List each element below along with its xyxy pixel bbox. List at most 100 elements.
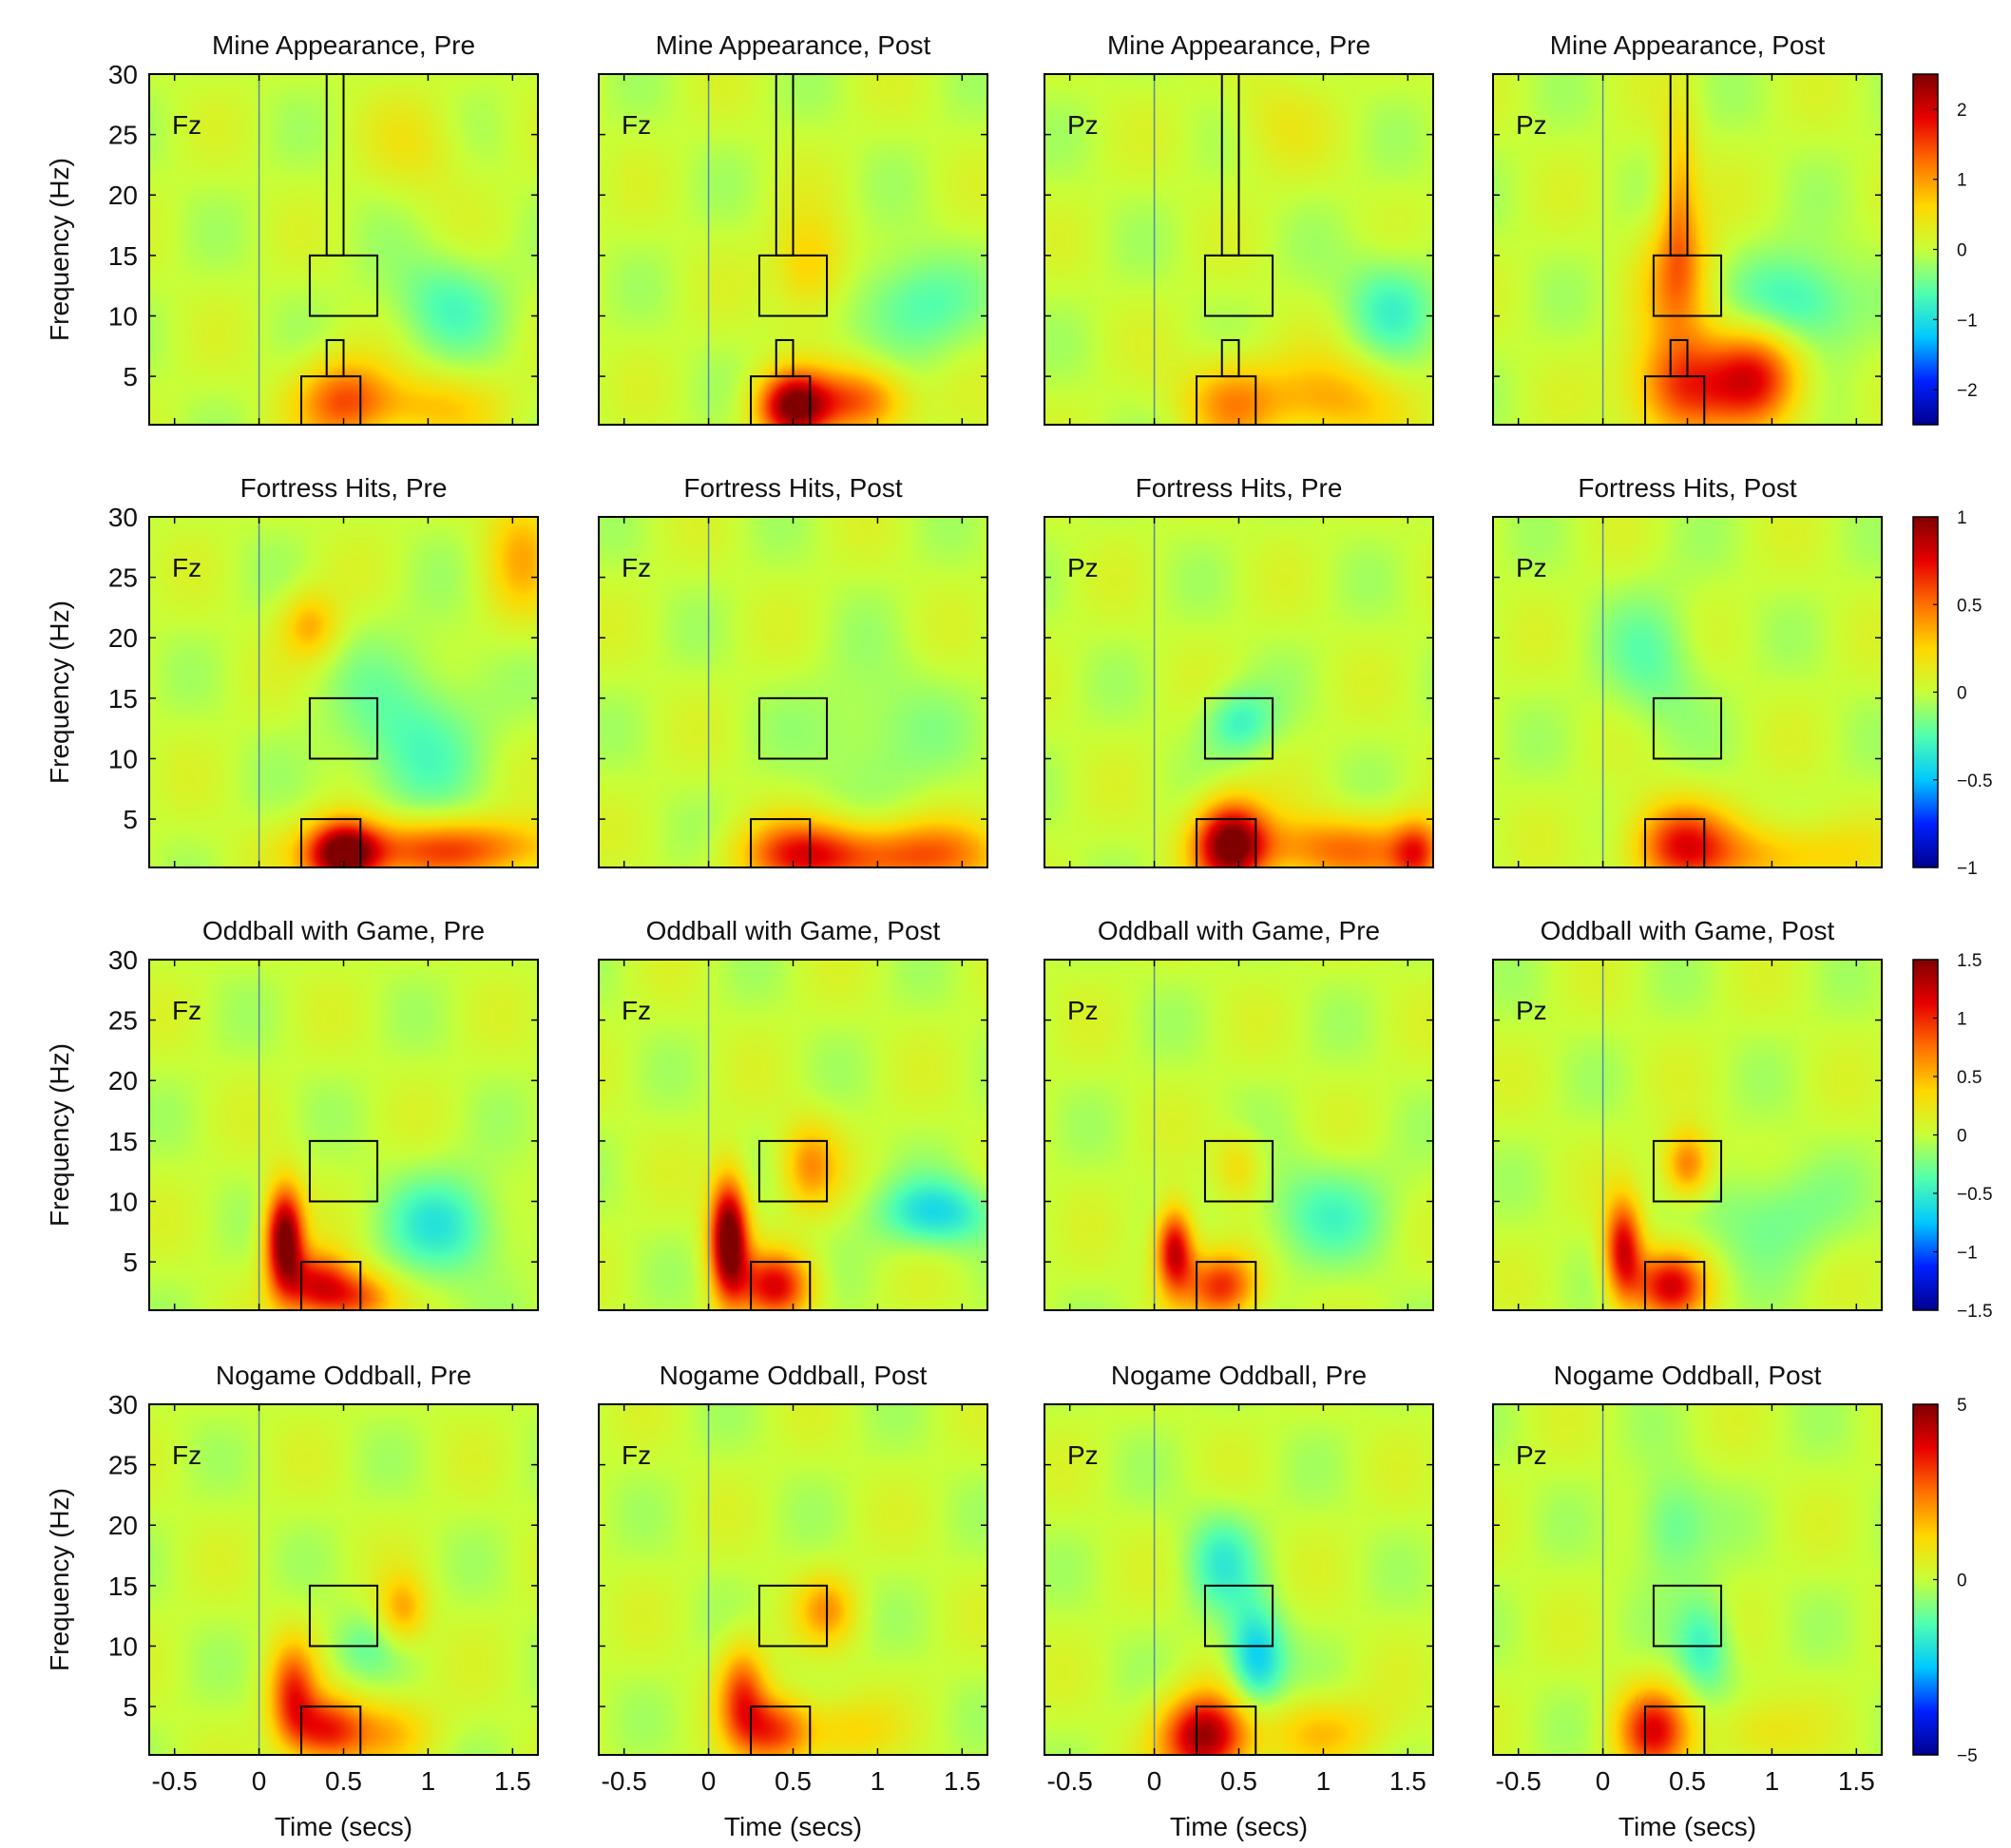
y-tick-label: 25 <box>108 1451 138 1480</box>
panel-2-2: Fortress Hits, Post Fz <box>598 473 988 868</box>
electrode-label: Pz <box>1516 996 1547 1025</box>
heatmap-image <box>1044 960 1433 1310</box>
y-tick-label: 15 <box>108 1572 138 1601</box>
x-tick-label: 0 <box>701 1766 717 1796</box>
panel-4-2: Nogame Oddball, Post Fz -0.5 0 0.5 1 1.5 Time (… <box>598 1361 988 1841</box>
colorbar-tick-label: −1 <box>1957 1244 1978 1264</box>
heatmap-image <box>149 1404 538 1755</box>
heatmap-image <box>599 960 987 1310</box>
analysis-window-box <box>1652 254 1723 317</box>
heatmap-image <box>149 960 538 1310</box>
panel-2-1: Fortress Hits, Pre Fz 5 10 15 20 25 30 Frequency… <box>45 473 539 868</box>
y-axis-label: Frequency (Hz) <box>45 1488 74 1671</box>
heatmap-image <box>1493 1404 1882 1755</box>
panel-3-2: Oddball with Game, Post Fz <box>598 916 988 1311</box>
panel-title: Oddball with Game, Pre <box>1098 916 1380 945</box>
analysis-window-box <box>308 254 379 317</box>
panel-title: Oddball with Game, Pre <box>202 916 485 945</box>
panel-title: Nogame Oddball, Post <box>1554 1361 1822 1390</box>
panel-2-4: Fortress Hits, Post Pz <box>1492 473 1883 868</box>
colorbar-tick-label: −1.5 <box>1957 1302 1993 1322</box>
x-tick-label: 0.5 <box>1669 1766 1706 1796</box>
panel-title: Oddball with Game, Post <box>646 916 941 945</box>
y-tick-label: 30 <box>108 1390 138 1419</box>
x-tick-label: 0.5 <box>325 1766 362 1796</box>
x-axis-label: Time (secs) <box>1618 1812 1756 1841</box>
x-tick-label: -0.5 <box>152 1766 198 1796</box>
colorbar-tick-label: 0 <box>1957 241 1967 261</box>
y-axis-label: Frequency (Hz) <box>45 600 74 784</box>
y-tick-label: 5 <box>123 1692 138 1722</box>
panel-title: Nogame Oddball, Post <box>660 1361 928 1390</box>
analysis-window-box <box>1652 696 1723 760</box>
colorbar-row-4: 5 0 −5 <box>1912 1396 1978 1766</box>
panel-1-4: Mine Appearance, Post Pz <box>1492 30 1883 426</box>
electrode-label: Fz <box>622 996 651 1025</box>
y-axis-label: Frequency (Hz) <box>45 1043 74 1227</box>
panel-title: Mine Appearance, Post <box>1550 30 1826 60</box>
analysis-window-box <box>757 1139 829 1203</box>
colorbar-tick-label: 5 <box>1957 1396 1967 1416</box>
colorbar-tick-label: −0.5 <box>1957 1185 1993 1205</box>
x-axis-label: Time (secs) <box>724 1812 862 1841</box>
panel-4-4: Nogame Oddball, Post Pz -0.5 0 0.5 1 1.5 Time (… <box>1492 1361 1883 1841</box>
x-tick-label: 1 <box>871 1766 886 1796</box>
analysis-window-box <box>308 696 379 760</box>
analysis-window-box <box>1644 375 1706 425</box>
analysis-window-box <box>1203 254 1274 317</box>
analysis-window-box <box>1196 375 1257 425</box>
x-tick-label: 0.5 <box>1220 1766 1257 1796</box>
y-tick-label: 20 <box>108 1511 138 1540</box>
y-tick-label: 10 <box>108 1187 138 1216</box>
y-tick-label: 10 <box>108 301 138 331</box>
colorbar-tick-label: −1 <box>1957 311 1978 331</box>
colorbar-tick-label: 1.5 <box>1957 951 1982 971</box>
heatmap-image <box>599 1404 987 1755</box>
panel-title: Mine Appearance, Pre <box>212 30 475 60</box>
colorbar-tick-label: 1 <box>1957 508 1967 528</box>
x-tick-label: -0.5 <box>602 1766 647 1796</box>
y-tick-label: 10 <box>108 744 138 773</box>
panel-title: Nogame Oddball, Pre <box>216 1361 471 1390</box>
x-tick-label: 1.5 <box>494 1766 531 1796</box>
y-tick-label: 25 <box>108 563 138 593</box>
electrode-label: Fz <box>622 110 651 140</box>
panel-title: Fortress Hits, Post <box>683 473 902 503</box>
analysis-window-box <box>757 254 829 317</box>
panel-title: Mine Appearance, Pre <box>1107 30 1370 60</box>
analysis-window-box <box>308 1584 379 1648</box>
x-tick-label: 0 <box>1596 1766 1611 1796</box>
analysis-window-box <box>1196 818 1257 867</box>
colorbar-tick-label: −1 <box>1957 859 1978 879</box>
x-tick-label: 0 <box>252 1766 267 1796</box>
y-tick-label: 15 <box>108 241 138 271</box>
heatmap-image <box>599 517 987 867</box>
x-tick-label: 0.5 <box>775 1766 812 1796</box>
electrode-label: Pz <box>1067 110 1099 140</box>
x-tick-label: 1.5 <box>1389 1766 1427 1796</box>
colorbar-tick-label: 0.5 <box>1957 1068 1982 1088</box>
electrode-label: Fz <box>622 1440 651 1470</box>
colorbar-tick-label: −0.5 <box>1957 772 1993 791</box>
y-tick-label: 5 <box>123 362 138 391</box>
analysis-window-box <box>1203 1139 1274 1203</box>
colorbar-row-2: 1 0.5 0 −0.5 −1 <box>1912 508 1993 879</box>
x-tick-label: 1 <box>1316 1766 1331 1796</box>
x-tick-label: 1 <box>1765 1766 1780 1796</box>
y-tick-label: 15 <box>108 1127 138 1156</box>
electrode-label: Pz <box>1516 553 1547 582</box>
panel-title: Fortress Hits, Pre <box>1136 473 1343 503</box>
analysis-window-box <box>1203 1584 1274 1648</box>
y-tick-label: 25 <box>108 121 138 150</box>
y-tick-label: 20 <box>108 181 138 210</box>
panel-1-1: Mine Appearance, Pre Fz 5 10 15 20 25 30 Frequen… <box>45 30 539 426</box>
colorbar-tick-label: 2 <box>1957 101 1967 121</box>
panel-title: Nogame Oddball, Pre <box>1111 1361 1367 1390</box>
colorbar-tick-label: −5 <box>1957 1746 1978 1766</box>
panel-1-3: Mine Appearance, Pre Pz <box>1044 30 1434 426</box>
analysis-window-box <box>750 375 812 425</box>
heatmap-image <box>1493 517 1882 867</box>
analysis-window-box <box>300 818 362 867</box>
y-tick-label: 30 <box>108 60 138 89</box>
electrode-label: Fz <box>172 996 201 1025</box>
